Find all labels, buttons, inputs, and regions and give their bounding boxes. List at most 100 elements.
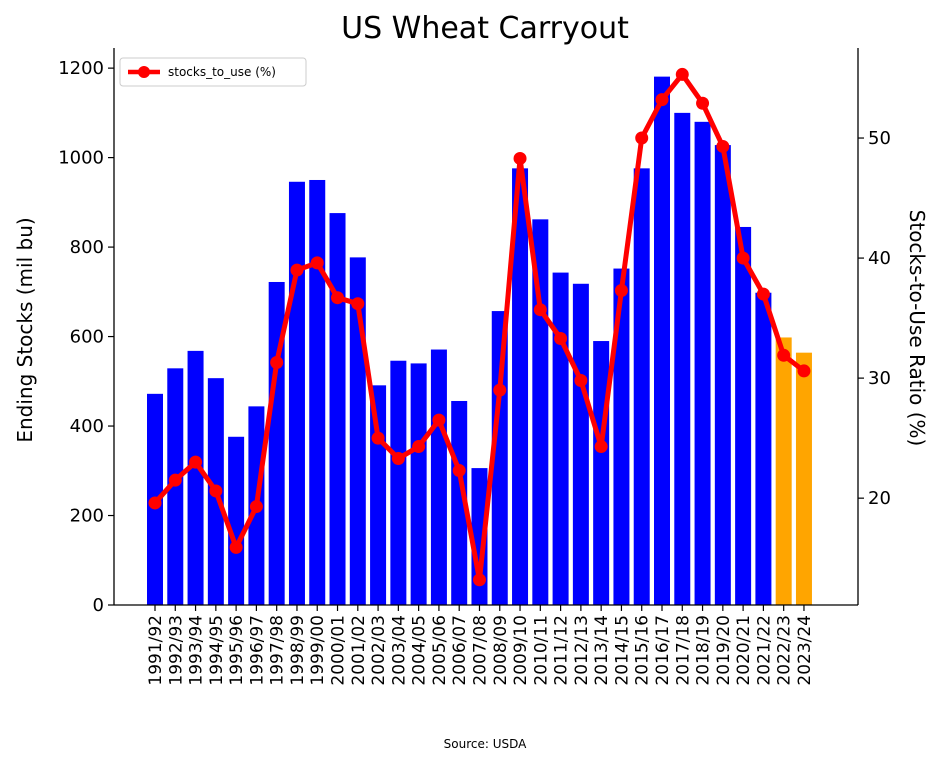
bar-1995-96 (228, 436, 245, 605)
legend: stocks_to_use (%) (119, 57, 307, 87)
source-note: Source: USDA (444, 737, 528, 751)
line-point-2002-03 (371, 431, 385, 445)
legend-box (119, 57, 307, 87)
legend-label: stocks_to_use (%) (168, 65, 276, 79)
bar-2012-13 (572, 283, 589, 605)
bar-2006-07 (451, 400, 468, 605)
bar-2015-16 (633, 168, 650, 605)
x-tick-label: 2003/04 (389, 615, 409, 686)
line-point-1996-97 (249, 500, 263, 514)
x-tick-label: 2000/01 (329, 615, 349, 686)
x-tick-label: 2008/09 (491, 615, 511, 686)
x-tick-label: 2023/24 (795, 615, 815, 686)
left-axis-label: Ending Stocks (mil bu) (13, 217, 37, 442)
left-tick-label: 800 (70, 237, 104, 258)
x-tick-label: 2009/10 (511, 615, 531, 686)
line-point-2004-05 (412, 440, 426, 454)
bar-2019-20 (714, 145, 731, 605)
bar-2013-14 (593, 341, 610, 605)
right-tick-label: 30 (868, 368, 891, 389)
line-point-1993-94 (189, 455, 203, 469)
x-tick-label: 1996/97 (247, 615, 267, 686)
bar-2014-15 (613, 268, 630, 605)
x-tick-label: 1995/96 (227, 615, 247, 686)
x-tick-label: 1994/95 (207, 615, 227, 686)
legend-marker-swatch (138, 66, 150, 78)
bar-2003-04 (390, 360, 407, 605)
x-tick-label: 2011/12 (552, 615, 572, 686)
x-tick-label: 2014/15 (612, 615, 632, 686)
line-point-2012-13 (574, 374, 588, 388)
bar-2022-23 (775, 337, 792, 605)
line-point-2021-22 (756, 287, 770, 301)
line-point-2005-06 (432, 413, 446, 427)
line-series (148, 67, 811, 587)
bar-2011-12 (552, 272, 569, 605)
chart-title: US Wheat Carryout (341, 11, 629, 46)
x-tick-label: 2022/23 (775, 615, 795, 686)
bar-2005-06 (430, 349, 447, 605)
line-point-2010-11 (533, 303, 547, 317)
line-point-1997-98 (270, 356, 284, 370)
bar-2018-19 (694, 121, 711, 605)
line-point-2022-23 (777, 348, 791, 362)
x-tick-label: 1997/98 (268, 615, 288, 686)
x-tick-label: 2004/05 (410, 615, 430, 686)
line-point-2023-24 (797, 364, 811, 378)
left-tick-label: 1200 (58, 58, 104, 79)
x-tick-label: 2012/13 (572, 615, 592, 686)
x-tick-label: 2021/22 (754, 615, 774, 686)
line-point-2019-20 (716, 139, 730, 153)
line-point-1991-92 (148, 496, 162, 510)
x-tick-label: 2015/16 (633, 615, 653, 686)
x-tick-label: 2017/18 (673, 615, 693, 686)
line-point-1992-93 (168, 473, 182, 487)
x-tick-label: 1993/94 (187, 615, 207, 686)
x-tick-label: 2001/02 (349, 615, 369, 686)
bar-1998-99 (288, 181, 305, 605)
bar-2009-10 (512, 168, 529, 605)
right-tick-label: 50 (868, 128, 891, 149)
line-point-2015-16 (635, 131, 649, 145)
x-tick-label: 1991/92 (146, 615, 166, 686)
bar-2000-01 (329, 213, 346, 605)
x-tick-label: 1992/93 (166, 615, 186, 686)
line-point-2018-19 (696, 96, 710, 110)
x-tick-label: 2010/11 (531, 615, 551, 686)
bar-2008-09 (491, 311, 508, 605)
line-point-2016-17 (655, 93, 669, 107)
line-point-1994-95 (209, 484, 223, 498)
bar-1999-00 (309, 179, 326, 606)
right-tick-label: 40 (868, 248, 891, 269)
bar-1993-94 (187, 350, 204, 605)
line-point-2003-04 (391, 452, 405, 466)
line-point-2020-21 (736, 251, 750, 265)
line-point-1999-00 (310, 256, 324, 270)
x-tick-label: 2019/20 (714, 615, 734, 686)
line-point-2013-14 (594, 440, 608, 454)
right-axis-ticks: 20 30 40 50 (858, 128, 891, 509)
left-tick-label: 400 (70, 416, 104, 437)
bar-2004-05 (410, 363, 427, 605)
x-tick-label: 2013/14 (592, 615, 612, 686)
line-point-2006-07 (452, 464, 466, 478)
x-tick-label: 2005/06 (430, 615, 450, 686)
left-tick-label: 200 (70, 506, 104, 527)
bar-2023-24 (795, 352, 812, 605)
line-point-2009-10 (513, 151, 527, 165)
line-point-2000-01 (331, 291, 345, 305)
left-tick-label: 1000 (58, 148, 104, 169)
x-tick-label: 2006/07 (450, 615, 470, 686)
x-tick-label: 2007/08 (470, 615, 490, 686)
bar-2017-18 (674, 112, 691, 606)
x-tick-label: 2002/03 (369, 615, 389, 686)
line-point-2017-18 (675, 67, 689, 81)
bar-2002-03 (370, 385, 387, 605)
line-point-1995-96 (229, 540, 243, 554)
left-tick-label: 0 (93, 595, 104, 616)
left-axis-ticks: 0 200 400 600 800 1000 1200 (58, 58, 114, 616)
right-axis-label: Stocks-to-Use Ratio (%) (905, 210, 929, 447)
x-tick-label: 2016/17 (653, 615, 673, 686)
x-tick-label: 1998/99 (288, 615, 308, 686)
